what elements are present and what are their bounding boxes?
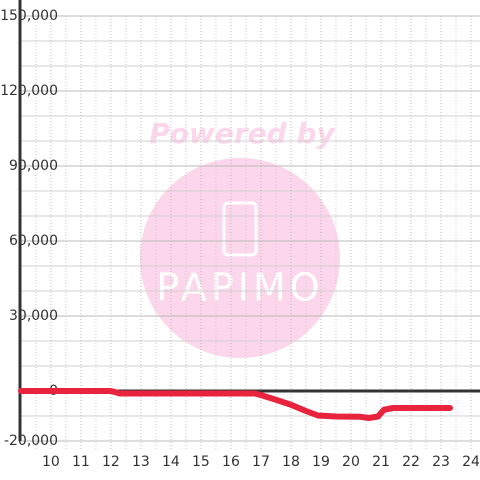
y-tick-label: 90,000 [9, 158, 58, 174]
y-tick-label: 30,000 [9, 308, 58, 324]
x-tick-label: 23 [432, 454, 450, 470]
x-tick-label: 19 [312, 454, 330, 470]
y-tick-label: 150,000 [0, 8, 58, 24]
y-tick-label: -20,000 [4, 433, 58, 449]
watermark-text: Powered by [149, 117, 336, 150]
y-tick-label: 60,000 [9, 233, 58, 249]
y-tick-label: 120,000 [0, 83, 58, 99]
x-tick-label: 13 [132, 454, 150, 470]
watermark: Powered by PAPIMO [140, 117, 340, 358]
logo-circle [140, 158, 340, 358]
x-tick-label: 11 [72, 454, 90, 470]
watermark-logo: PAPIMO [156, 266, 323, 310]
logo-phone [222, 201, 258, 257]
x-tick-label: 17 [252, 454, 270, 470]
x-tick-label: 16 [222, 454, 240, 470]
x-tick-label: 14 [162, 454, 180, 470]
x-tick-label: 24 [462, 454, 480, 470]
x-tick-label: 15 [192, 454, 210, 470]
x-tick-label: 10 [42, 454, 60, 470]
x-tick-label: 22 [402, 454, 420, 470]
x-tick-label: 20 [342, 454, 360, 470]
x-tick-label: 12 [102, 454, 120, 470]
data-line [17, 388, 453, 421]
x-tick-label: 21 [372, 454, 390, 470]
x-tick-label: 18 [282, 454, 300, 470]
